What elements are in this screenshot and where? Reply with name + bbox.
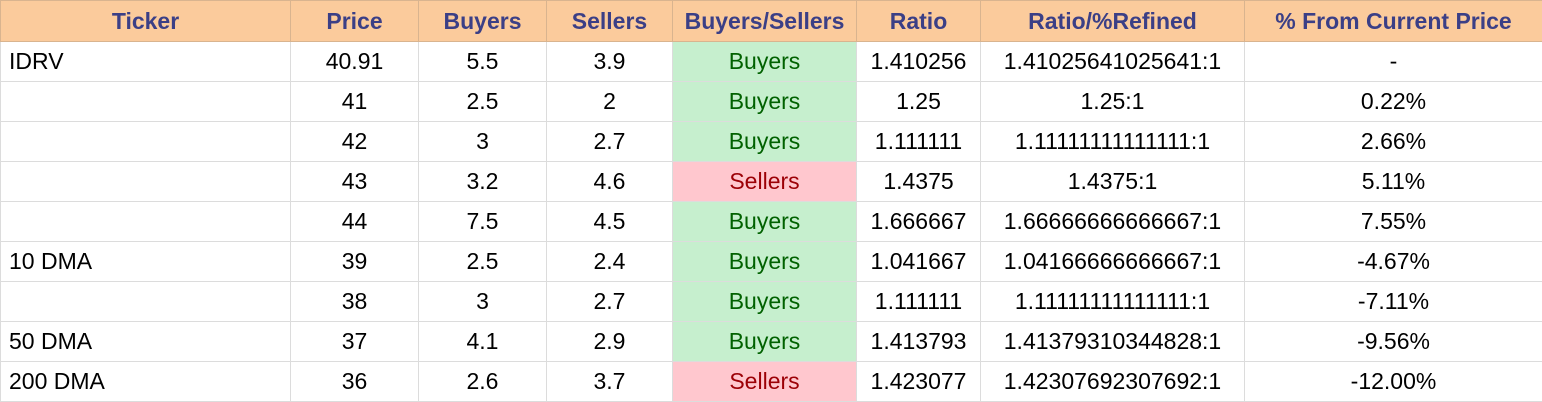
buyers-cell[interactable]: 4.1 (419, 322, 547, 362)
header-price[interactable]: Price (291, 1, 419, 42)
price-cell[interactable]: 41 (291, 82, 419, 122)
sellers-cell[interactable]: 4.6 (547, 162, 673, 202)
buyers-cell[interactable]: 3 (419, 282, 547, 322)
price-cell[interactable]: 40.91 (291, 42, 419, 82)
ratio-cell[interactable]: 1.25 (857, 82, 981, 122)
ratio-cell[interactable]: 1.666667 (857, 202, 981, 242)
sellers-cell[interactable]: 2.7 (547, 282, 673, 322)
price-cell[interactable]: 42 (291, 122, 419, 162)
ratio-cell[interactable]: 1.4375 (857, 162, 981, 202)
pct-from-current-cell[interactable]: -9.56% (1245, 322, 1542, 362)
pct-from-current-cell[interactable]: -4.67% (1245, 242, 1542, 282)
signal-cell[interactable]: Buyers (673, 42, 857, 82)
ticker-cell[interactable]: 200 DMA (1, 362, 291, 402)
ratio-refined-cell[interactable]: 1.66666666666667:1 (981, 202, 1245, 242)
ratio-cell[interactable]: 1.111111 (857, 122, 981, 162)
sellers-cell[interactable]: 2 (547, 82, 673, 122)
price-cell[interactable]: 43 (291, 162, 419, 202)
price-cell[interactable]: 38 (291, 282, 419, 322)
ticker-cell[interactable] (1, 282, 291, 322)
sellers-cell[interactable]: 2.7 (547, 122, 673, 162)
sellers-cell[interactable]: 3.9 (547, 42, 673, 82)
price-cell[interactable]: 37 (291, 322, 419, 362)
buyers-cell[interactable]: 2.6 (419, 362, 547, 402)
buyers-cell[interactable]: 3 (419, 122, 547, 162)
signal-cell[interactable]: Buyers (673, 282, 857, 322)
signal-cell[interactable]: Sellers (673, 162, 857, 202)
sellers-cell[interactable]: 4.5 (547, 202, 673, 242)
ratio-cell[interactable]: 1.041667 (857, 242, 981, 282)
signal-cell[interactable]: Buyers (673, 122, 857, 162)
header-ratio-refined[interactable]: Ratio/%Refined (981, 1, 1245, 42)
ticker-cell[interactable] (1, 202, 291, 242)
ratio-cell[interactable]: 1.423077 (857, 362, 981, 402)
pct-from-current-cell[interactable]: 0.22% (1245, 82, 1542, 122)
header-ratio[interactable]: Ratio (857, 1, 981, 42)
header-row: Ticker Price Buyers Sellers Buyers/Selle… (1, 1, 1542, 42)
pct-from-current-cell[interactable]: 2.66% (1245, 122, 1542, 162)
signal-cell[interactable]: Buyers (673, 202, 857, 242)
pct-from-current-cell[interactable]: -12.00% (1245, 362, 1542, 402)
signal-cell[interactable]: Buyers (673, 322, 857, 362)
ticker-cell[interactable]: 10 DMA (1, 242, 291, 282)
ticker-cell[interactable] (1, 82, 291, 122)
signal-cell[interactable]: Buyers (673, 82, 857, 122)
sellers-cell[interactable]: 3.7 (547, 362, 673, 402)
signal-cell[interactable]: Buyers (673, 242, 857, 282)
buyers-cell[interactable]: 2.5 (419, 242, 547, 282)
ratio-refined-cell[interactable]: 1.42307692307692:1 (981, 362, 1245, 402)
ratio-cell[interactable]: 1.111111 (857, 282, 981, 322)
signal-cell[interactable]: Sellers (673, 362, 857, 402)
table-header: Ticker Price Buyers Sellers Buyers/Selle… (1, 1, 1542, 42)
ticker-cell[interactable]: 50 DMA (1, 322, 291, 362)
ratio-cell[interactable]: 1.413793 (857, 322, 981, 362)
ratio-refined-cell[interactable]: 1.11111111111111:1 (981, 122, 1245, 162)
sellers-cell[interactable]: 2.9 (547, 322, 673, 362)
header-ticker[interactable]: Ticker (1, 1, 291, 42)
pct-from-current-cell[interactable]: - (1245, 42, 1542, 82)
ratio-refined-cell[interactable]: 1.04166666666667:1 (981, 242, 1245, 282)
pct-from-current-cell[interactable]: 7.55% (1245, 202, 1542, 242)
sellers-cell[interactable]: 2.4 (547, 242, 673, 282)
buyers-cell[interactable]: 2.5 (419, 82, 547, 122)
buyers-cell[interactable]: 7.5 (419, 202, 547, 242)
header-pct-from-current[interactable]: % From Current Price (1245, 1, 1542, 42)
ticker-cell[interactable] (1, 122, 291, 162)
header-buyers-sellers[interactable]: Buyers/Sellers (673, 1, 857, 42)
ratio-refined-cell[interactable]: 1.25:1 (981, 82, 1245, 122)
ratio-refined-cell[interactable]: 1.41379310344828:1 (981, 322, 1245, 362)
price-cell[interactable]: 44 (291, 202, 419, 242)
price-cell[interactable]: 36 (291, 362, 419, 402)
buyers-cell[interactable]: 3.2 (419, 162, 547, 202)
ratio-cell[interactable]: 1.410256 (857, 42, 981, 82)
ratio-refined-cell[interactable]: 1.4375:1 (981, 162, 1245, 202)
ticker-cell[interactable] (1, 162, 291, 202)
header-sellers[interactable]: Sellers (547, 1, 673, 42)
buyers-cell[interactable]: 5.5 (419, 42, 547, 82)
pct-from-current-cell[interactable]: -7.11% (1245, 282, 1542, 322)
ticker-cell[interactable]: IDRV (1, 42, 291, 82)
header-buyers[interactable]: Buyers (419, 1, 547, 42)
price-cell[interactable]: 39 (291, 242, 419, 282)
pct-from-current-cell[interactable]: 5.11% (1245, 162, 1542, 202)
ratio-refined-cell[interactable]: 1.11111111111111:1 (981, 282, 1245, 322)
ratio-refined-cell[interactable]: 1.41025641025641:1 (981, 42, 1245, 82)
